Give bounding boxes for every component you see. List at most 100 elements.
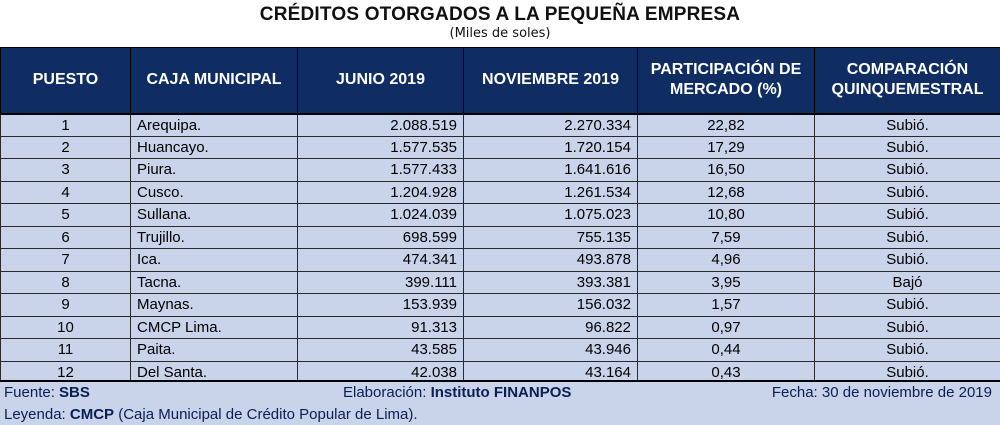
cell-junio: 43.585	[297, 338, 464, 362]
cell-noviembre: 1.641.616	[463, 158, 638, 182]
cell-junio: 91.313	[297, 315, 464, 339]
cell-junio: 153.939	[297, 293, 464, 317]
cell-caja: Trujillo.	[130, 225, 298, 249]
cell-caja: Huancayo.	[130, 135, 298, 159]
cell-caja: Sullana.	[130, 203, 298, 227]
table-row: 9 Maynas. 153.939 156.032 1,57 Subió.	[0, 293, 1000, 317]
cell-comparacion: Bajó	[814, 270, 1000, 294]
table-row: 7 Ica. 474.341 493.878 4,96 Subió.	[0, 248, 1000, 272]
cell-puesto: 2	[0, 135, 131, 159]
header-junio-2019: JUNIO 2019	[297, 47, 464, 115]
footer-legend: Leyenda: CMCP (Caja Municipal de Crédito…	[4, 404, 418, 425]
cell-junio: 42.038	[297, 360, 464, 384]
table-header-row: PUESTO CAJA MUNICIPAL JUNIO 2019 NOVIEMB…	[0, 47, 1000, 115]
cell-puesto: 1	[0, 113, 131, 137]
table-row: 3 Piura. 1.577.433 1.641.616 16,50 Subió…	[0, 158, 1000, 182]
cell-junio: 698.599	[297, 225, 464, 249]
table-footer: Fuente: SBS Elaboración: Instituto FINAN…	[0, 380, 1000, 425]
cell-participacion: 0,44	[637, 338, 815, 362]
table-row: 1 Arequipa. 2.088.519 2.270.334 22,82 Su…	[0, 113, 1000, 137]
cell-puesto: 4	[0, 180, 131, 204]
cell-junio: 1.024.039	[297, 203, 464, 227]
cell-noviembre: 1.261.534	[463, 180, 638, 204]
footer-elaboration-label: Elaboración:	[343, 384, 431, 401]
cell-comparacion: Subió.	[814, 360, 1000, 384]
footer-source: Fuente: SBS	[4, 382, 90, 403]
cell-noviembre: 96.822	[463, 315, 638, 339]
cell-caja: Maynas.	[130, 293, 298, 317]
footer-row-1: Fuente: SBS Elaboración: Instituto FINAN…	[0, 382, 1000, 403]
header-comparacion: COMPARACIÓN QUINQUEMESTRAL	[814, 47, 1000, 115]
header-puesto: PUESTO	[0, 47, 131, 115]
header-comparacion-line2: QUINQUEMESTRAL	[831, 81, 984, 99]
cell-junio: 2.088.519	[297, 113, 464, 137]
cell-junio: 399.111	[297, 270, 464, 294]
header-participacion-line2: MERCADO (%)	[670, 81, 782, 99]
footer-source-value: SBS	[59, 384, 90, 401]
footer-legend-label: Leyenda:	[4, 406, 70, 423]
cell-comparacion: Subió.	[814, 293, 1000, 317]
header-noviembre-2019: NOVIEMBRE 2019	[463, 47, 638, 115]
cell-comparacion: Subió.	[814, 158, 1000, 182]
cell-junio: 474.341	[297, 248, 464, 272]
cell-puesto: 3	[0, 158, 131, 182]
cell-participacion: 12,68	[637, 180, 815, 204]
cell-comparacion: Subió.	[814, 338, 1000, 362]
cell-participacion: 0,43	[637, 360, 815, 384]
cell-caja: Del Santa.	[130, 360, 298, 384]
page-title: CRÉDITOS OTORGADOS A LA PEQUEÑA EMPRESA	[259, 4, 741, 25]
footer-source-label: Fuente:	[4, 384, 60, 401]
cell-caja: Paita.	[130, 338, 298, 362]
footer-elaboration: Elaboración: Instituto FINANPOS	[343, 382, 571, 403]
cell-caja: Cusco.	[130, 180, 298, 204]
cell-caja: Piura.	[130, 158, 298, 182]
table-row: 2 Huancayo. 1.577.535 1.720.154 17,29 Su…	[0, 135, 1000, 159]
cell-noviembre: 493.878	[463, 248, 638, 272]
header-comparacion-line1: COMPARACIÓN	[846, 61, 969, 79]
cell-caja: Tacna.	[130, 270, 298, 294]
credits-table: PUESTO CAJA MUNICIPAL JUNIO 2019 NOVIEMB…	[0, 47, 1000, 384]
title-bar: CRÉDITOS OTORGADOS A LA PEQUEÑA EMPRESA …	[0, 0, 1000, 47]
footer-elaboration-value: Instituto FINANPOS	[430, 384, 572, 401]
cell-puesto: 8	[0, 270, 131, 294]
cell-participacion: 1,57	[637, 293, 815, 317]
table-row: 6 Trujillo. 698.599 755.135 7,59 Subió.	[0, 225, 1000, 249]
footer-date: Fecha: 30 de noviembre de 2019	[771, 384, 992, 401]
cell-participacion: 22,82	[637, 113, 815, 137]
cell-caja: Ica.	[130, 248, 298, 272]
cell-participacion: 16,50	[637, 158, 815, 182]
cell-noviembre: 156.032	[463, 293, 638, 317]
table-row: 4 Cusco. 1.204.928 1.261.534 12,68 Subió…	[0, 180, 1000, 204]
cell-comparacion: Subió.	[814, 225, 1000, 249]
cell-noviembre: 393.381	[463, 270, 638, 294]
cell-comparacion: Subió.	[814, 180, 1000, 204]
cell-participacion: 17,29	[637, 135, 815, 159]
cell-junio: 1.204.928	[297, 180, 464, 204]
table-row: 10 CMCP Lima. 91.313 96.822 0,97 Subió.	[0, 315, 1000, 339]
cell-puesto: 11	[0, 338, 131, 362]
cell-noviembre: 1.075.023	[463, 203, 638, 227]
table-row: 11 Paita. 43.585 43.946 0,44 Subió.	[0, 338, 1000, 362]
table-row: 12 Del Santa. 42.038 43.164 0,43 Subió.	[0, 360, 1000, 384]
cell-participacion: 10,80	[637, 203, 815, 227]
cell-puesto: 9	[0, 293, 131, 317]
table-row: 5 Sullana. 1.024.039 1.075.023 10,80 Sub…	[0, 203, 1000, 227]
cell-puesto: 5	[0, 203, 131, 227]
page-subtitle: (Miles de soles)	[449, 26, 551, 41]
footer-legend-text: (Caja Municipal de Crédito Popular de Li…	[114, 406, 418, 423]
cell-comparacion: Subió.	[814, 203, 1000, 227]
header-participacion-line1: PARTICIPACIÓN DE	[650, 61, 802, 79]
footer-row-2: Leyenda: CMCP (Caja Municipal de Crédito…	[0, 404, 1000, 425]
cell-participacion: 4,96	[637, 248, 815, 272]
cell-noviembre: 755.135	[463, 225, 638, 249]
header-caja-municipal: CAJA MUNICIPAL	[130, 47, 298, 115]
cell-caja: CMCP Lima.	[130, 315, 298, 339]
header-participacion: PARTICIPACIÓN DE MERCADO (%)	[637, 47, 815, 115]
cell-junio: 1.577.433	[297, 158, 464, 182]
cell-noviembre: 1.720.154	[463, 135, 638, 159]
cell-junio: 1.577.535	[297, 135, 464, 159]
table-row: 8 Tacna. 399.111 393.381 3,95 Bajó	[0, 270, 1000, 294]
footer-legend-value: CMCP	[69, 406, 115, 423]
cell-comparacion: Subió.	[814, 135, 1000, 159]
